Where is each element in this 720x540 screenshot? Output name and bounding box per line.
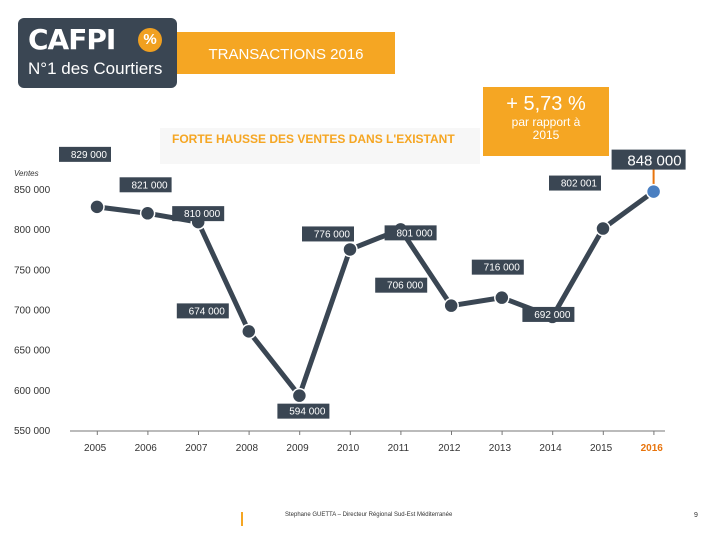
y-tick-label: 600 000	[14, 386, 51, 397]
x-tick-label: 2005	[84, 443, 107, 454]
data-label: 692 000	[534, 310, 571, 321]
data-label: 674 000	[189, 306, 226, 317]
data-point	[139, 205, 156, 222]
growth-callout: + 5,73 % par rapport à 2015	[483, 87, 609, 156]
data-label-box	[611, 149, 686, 170]
data-label-box	[549, 175, 601, 191]
data-label-box	[172, 206, 225, 222]
x-tick-label: 2015	[590, 443, 613, 454]
growth-subtitle: par rapport à 2015	[511, 115, 581, 142]
data-point	[241, 323, 257, 340]
data-label-box	[59, 146, 111, 162]
y-tick-label: 650 000	[14, 346, 51, 357]
data-point	[291, 387, 308, 404]
x-tick-label: 2016	[641, 443, 664, 454]
x-tick-label: 2014	[539, 443, 562, 454]
growth-value: + 5,73 %	[506, 93, 586, 115]
x-tick-label: 2011	[388, 443, 410, 454]
data-label: 802 001	[561, 179, 598, 190]
page-title: TRANSACTIONS 2016	[177, 32, 395, 74]
data-label: 810 000	[184, 209, 221, 220]
data-label-box	[522, 306, 575, 322]
x-tick-label: 2009	[286, 443, 309, 454]
data-point	[443, 297, 459, 314]
data-label: 801 000	[396, 228, 433, 239]
data-point	[342, 241, 358, 258]
data-label-box	[176, 303, 229, 319]
data-label: 821 000	[131, 180, 168, 191]
data-point	[89, 199, 105, 215]
page-number: 9	[694, 512, 698, 519]
data-label: 706 000	[387, 281, 424, 292]
footer-accent-bar	[241, 512, 243, 526]
data-point	[494, 289, 510, 306]
x-tick-label: 2006	[135, 443, 158, 454]
x-tick-label: 2007	[185, 443, 208, 454]
headline: FORTE HAUSSE DES VENTES DANS L'EXISTANT	[160, 128, 480, 164]
logo-tagline: N°1 des Courtiers	[28, 59, 163, 78]
data-label-box	[277, 403, 330, 419]
logo-brand: CAFPI	[28, 23, 116, 56]
data-label: 716 000	[484, 263, 521, 274]
y-tick-label: 750 000	[14, 265, 51, 276]
cafpi-logo: CAFPI % N°1 des Courtiers	[18, 18, 177, 88]
y-tick-label: 700 000	[14, 306, 51, 317]
data-label: 776 000	[314, 229, 351, 240]
y-tick-label: 800 000	[14, 225, 51, 236]
data-label-box	[375, 277, 428, 293]
series-line	[96, 189, 656, 399]
data-label: 829 000	[71, 150, 108, 161]
x-tick-label: 2013	[489, 443, 512, 454]
data-label-box	[471, 259, 524, 275]
x-tick-label: 2010	[337, 443, 360, 454]
x-tick-label: 2012	[438, 443, 461, 454]
data-label-box	[302, 226, 354, 242]
y-tick-label: 850 000	[14, 185, 51, 196]
data-point	[595, 220, 611, 237]
data-label-box	[119, 177, 172, 193]
y-axis-label: Ventes	[14, 169, 39, 178]
data-label: 848 000	[627, 153, 681, 170]
footer-credit: Stephane GUETTA – Directeur Régional Sud…	[285, 512, 453, 518]
x-tick-label: 2008	[236, 443, 259, 454]
percent-badge-icon: %	[138, 28, 162, 52]
y-tick-label: 550 000	[14, 426, 51, 437]
data-label-box	[384, 225, 437, 241]
data-point	[645, 183, 662, 200]
data-label: 594 000	[289, 407, 326, 418]
